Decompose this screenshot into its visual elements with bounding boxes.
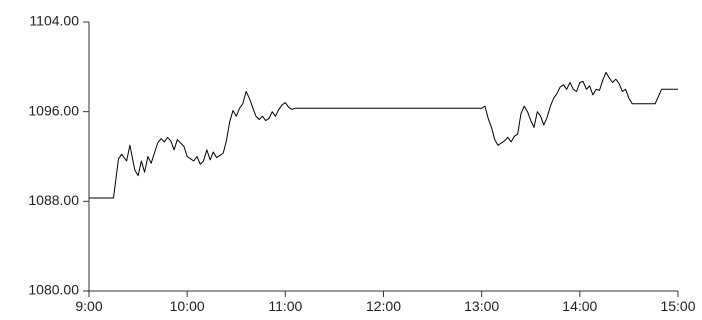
x-tick-label: 13:00: [464, 298, 499, 314]
y-tick-label: 1080.00: [28, 282, 79, 298]
x-tick-label: 11:00: [268, 298, 302, 314]
series-layer: [89, 71, 678, 199]
price-series-line: [89, 71, 678, 199]
x-tick-label: 9:00: [75, 298, 102, 314]
x-tick-label: 10:00: [170, 298, 205, 314]
y-tick-label: 1088.00: [28, 192, 79, 208]
x-tick-label: 15:00: [660, 298, 695, 314]
y-tick-label: 1096.00: [28, 102, 79, 118]
x-tick-label: 14:00: [562, 298, 597, 314]
x-axis: 9:00 10:00 11:00 12:00 13:00 14:00 15:00: [75, 290, 696, 314]
y-tick-label: 1104.00: [29, 13, 79, 29]
x-tick-label: 12:00: [366, 298, 401, 314]
y-axis: 1080.00 1088.00 1096.00 1104.00: [28, 13, 90, 298]
